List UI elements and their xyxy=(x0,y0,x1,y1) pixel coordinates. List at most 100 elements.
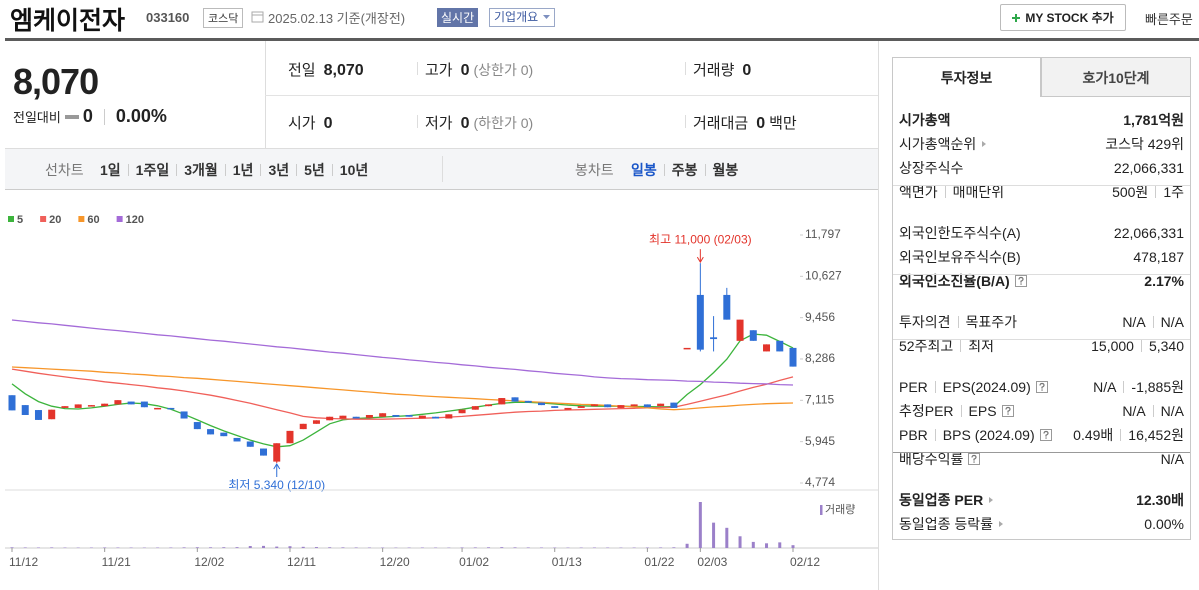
plus-icon xyxy=(1012,13,1021,22)
period-button[interactable]: 일봉 xyxy=(631,162,657,178)
row-label: PER xyxy=(899,379,928,395)
quote-cell: 시가 0 xyxy=(288,112,333,133)
candle-body xyxy=(537,402,545,406)
separator xyxy=(663,164,665,176)
line-chart-label: 선차트 xyxy=(45,162,84,178)
x-tick-label: 12/02 xyxy=(194,555,224,569)
row-values: 12.30배 xyxy=(1136,490,1184,510)
row-value: 15,000 xyxy=(1091,338,1134,354)
candle-body xyxy=(749,330,757,341)
period-button[interactable]: 1년 xyxy=(232,162,254,178)
period-button[interactable]: 3개월 xyxy=(184,162,218,178)
candle-body xyxy=(630,404,638,407)
separator xyxy=(1120,429,1122,441)
volume-bar xyxy=(725,527,729,548)
legend-label: 5 xyxy=(17,214,23,226)
quote-value: 0 xyxy=(323,115,333,132)
x-tick-label: 01/02 xyxy=(459,555,489,569)
row-value: N/A xyxy=(1122,403,1146,419)
info-row[interactable]: 동일업종 PER 12.30배 xyxy=(899,490,1184,510)
quote-cell: 고가 0 (상한가 0) xyxy=(425,59,533,80)
row-label: 동일업종 PER xyxy=(899,492,984,508)
help-icon[interactable] xyxy=(968,453,981,465)
candle-body xyxy=(246,441,254,447)
candle-body xyxy=(34,410,42,420)
volume-legend-swatch xyxy=(820,505,823,515)
legend-label: 120 xyxy=(126,214,144,226)
my-stock-button[interactable]: MY STOCK 추가 xyxy=(1000,4,1126,31)
arrow-icon xyxy=(982,141,987,147)
row-values: 1,781억원 xyxy=(1123,110,1184,130)
row-value: 5,340 xyxy=(1148,338,1184,354)
change-value: 0 xyxy=(82,106,93,126)
volume-bar xyxy=(222,547,226,548)
quote-value: 0 xyxy=(756,115,766,132)
volume-bar xyxy=(341,547,345,548)
tab[interactable]: 호가10단계 xyxy=(1041,57,1191,97)
candle-body xyxy=(299,423,307,430)
line-periods: 1일 1주일 3개월 1년 3년 5년 10년 xyxy=(100,160,368,180)
volume-bar xyxy=(36,547,40,548)
volume-bar xyxy=(791,545,795,548)
tab[interactable]: 투자정보 xyxy=(892,57,1041,97)
info-row: 배당수익률 N/A xyxy=(899,449,1184,469)
candle-body xyxy=(286,430,294,444)
row-labels: 외국인소진율(B/A) xyxy=(899,271,1027,291)
row-value: 코스닥 429위 xyxy=(1105,136,1184,152)
row-value: 1,781억원 xyxy=(1123,112,1184,128)
quote-cell: 거래량 0 xyxy=(693,59,751,80)
quote-label: 거래량 xyxy=(693,62,735,79)
arrow-head xyxy=(273,463,281,470)
row-labels: PER EPS(2024.09) xyxy=(899,379,1048,395)
candle-body xyxy=(445,414,453,419)
realtime-badge[interactable]: 실시간 xyxy=(437,8,479,27)
candle-body xyxy=(776,340,784,352)
period-button[interactable]: 1주일 xyxy=(135,162,170,178)
period-button[interactable]: 월봉 xyxy=(712,162,739,178)
row-value: N/A xyxy=(1122,314,1146,330)
row-label: 배당수익률 xyxy=(899,451,964,467)
legend-label: 60 xyxy=(87,214,99,226)
candle-body xyxy=(114,400,122,405)
volume-bar xyxy=(487,547,491,548)
period-button[interactable]: 10년 xyxy=(339,162,369,178)
row-values: 0.00% xyxy=(1144,516,1184,532)
quote-value: 8,070 xyxy=(323,62,364,79)
ma-line xyxy=(11,368,794,420)
help-icon[interactable] xyxy=(1039,429,1052,441)
info-row[interactable]: 동일업종 등락률 0.00% xyxy=(899,514,1184,534)
candle-body xyxy=(365,414,373,418)
candle-chart-label: 봉차트 xyxy=(575,162,614,178)
help-icon[interactable] xyxy=(1035,381,1048,393)
row-values: 2.17% xyxy=(1144,273,1184,289)
help-icon[interactable] xyxy=(1001,405,1014,417)
volume-bar xyxy=(420,547,424,548)
row-labels: 동일업종 PER xyxy=(899,490,995,510)
info-row: 투자의견 목표주가 N/A N/A xyxy=(899,312,1184,332)
row-labels: 시가총액 xyxy=(899,110,951,130)
candle-body xyxy=(524,400,532,403)
info-row[interactable]: 시가총액순위 코스닥 429위 xyxy=(899,134,1184,154)
period-button[interactable]: 3년 xyxy=(268,162,290,178)
quote-label: 거래대금 xyxy=(693,115,749,132)
row-value: 16,452원 xyxy=(1128,427,1184,443)
company-info-label: 기업개요 xyxy=(494,10,539,24)
stock-code: 033160 xyxy=(146,10,190,25)
row-values: 15,000 5,340 xyxy=(1091,338,1184,354)
candle-body xyxy=(590,404,598,407)
candle-body xyxy=(140,401,148,408)
period-button[interactable]: 주봉 xyxy=(671,162,698,178)
company-info-button[interactable]: 기업개요 xyxy=(489,8,556,27)
quick-order-link[interactable]: 빠른주문 xyxy=(1145,12,1193,27)
row-value: -1,885원 xyxy=(1131,379,1184,395)
row-label: 투자의견 xyxy=(899,314,951,330)
candle-body xyxy=(710,337,718,340)
row-value: 1주 xyxy=(1163,184,1184,200)
help-icon[interactable] xyxy=(1014,275,1027,287)
candle-body xyxy=(260,448,268,456)
candle-body xyxy=(789,347,797,367)
candle-periods: 일봉 주봉 월봉 xyxy=(631,160,738,180)
volume-bar xyxy=(367,547,371,548)
period-button[interactable]: 5년 xyxy=(304,162,325,178)
period-button[interactable]: 1일 xyxy=(100,162,121,178)
